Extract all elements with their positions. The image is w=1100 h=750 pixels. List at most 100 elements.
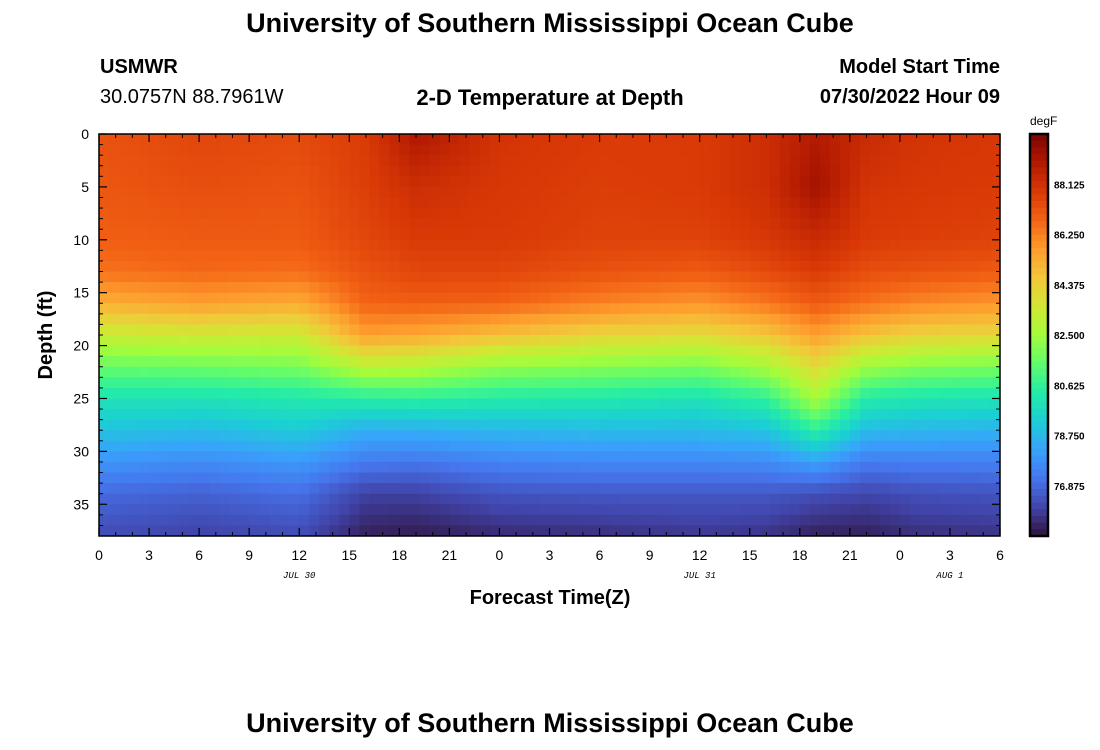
- heatmap-cell: [759, 514, 771, 527]
- heatmap-cell: [689, 218, 701, 230]
- heatmap-cell: [99, 409, 110, 421]
- heatmap-cell: [829, 155, 841, 167]
- heatmap-cell: [769, 345, 781, 357]
- heatmap-cell: [729, 493, 741, 505]
- heatmap-cell: [239, 260, 250, 273]
- heatmap-cell: [759, 313, 771, 326]
- heatmap-cell: [959, 186, 971, 199]
- heatmap-cell: [169, 165, 180, 177]
- heatmap-cell: [509, 313, 521, 326]
- heatmap-cell: [929, 229, 941, 241]
- heatmap-cell: [339, 208, 350, 220]
- heatmap-cell: [389, 461, 400, 474]
- heatmap-cell: [129, 239, 140, 251]
- heatmap-cell: [259, 366, 270, 378]
- heatmap-cell: [509, 461, 521, 474]
- heatmap-cell: [139, 377, 150, 389]
- heatmap-cell: [699, 504, 711, 516]
- heatmap-cell: [399, 461, 410, 474]
- heatmap-cell: [439, 419, 450, 431]
- heatmap-cell: [559, 186, 571, 199]
- heatmap-cell: [599, 430, 611, 442]
- heatmap-cell: [309, 134, 320, 146]
- heatmap-cell: [189, 303, 200, 315]
- heatmap-cell: [859, 335, 871, 347]
- heatmap-cell: [469, 377, 481, 389]
- heatmap-cell: [689, 197, 701, 209]
- heatmap-cell: [949, 525, 961, 536]
- heatmap-cell: [249, 483, 260, 495]
- heatmap-cell: [619, 409, 631, 421]
- heatmap-cell: [619, 239, 631, 251]
- heatmap-cell: [129, 461, 140, 474]
- heatmap-cell: [409, 292, 420, 304]
- heatmap-cell: [449, 409, 460, 421]
- heatmap-cell: [339, 165, 350, 177]
- heatmap-cell: [499, 387, 511, 400]
- heatmap-cell: [519, 483, 531, 495]
- heatmap-cell: [319, 250, 330, 262]
- heatmap-cell: [759, 144, 771, 156]
- heatmap-cell: [469, 218, 481, 230]
- heatmap-cell: [869, 525, 881, 536]
- heatmap-cell: [189, 176, 200, 188]
- heatmap-cell: [209, 472, 220, 484]
- heatmap-cell: [169, 504, 180, 516]
- heatmap-cell: [809, 134, 821, 146]
- heatmap-cell: [879, 271, 891, 283]
- heatmap-cell: [609, 398, 621, 410]
- heatmap-cell: [189, 430, 200, 442]
- heatmap-cell: [129, 451, 140, 463]
- heatmap-cell: [379, 218, 390, 230]
- heatmap-cell: [439, 504, 450, 516]
- heatmap-cell: [489, 176, 501, 188]
- heatmap-cell: [529, 239, 541, 251]
- heatmap-cell: [749, 282, 761, 294]
- heatmap-cell: [279, 250, 290, 262]
- heatmap-cell: [729, 387, 741, 400]
- heatmap-cell: [239, 155, 250, 167]
- heatmap-cell: [919, 451, 931, 463]
- heatmap-cell: [329, 335, 340, 347]
- heatmap-cell: [519, 345, 531, 357]
- heatmap-cell: [169, 229, 180, 241]
- heatmap-cell: [699, 303, 711, 315]
- heatmap-cell: [109, 239, 120, 251]
- heatmap-cell: [899, 440, 911, 452]
- heatmap-cell: [179, 493, 190, 505]
- heatmap-cell: [319, 430, 330, 442]
- heatmap-cell: [539, 176, 551, 188]
- heatmap-cell: [519, 155, 531, 167]
- heatmap-cell: [609, 303, 621, 315]
- heatmap-cell: [619, 271, 631, 283]
- heatmap-cell: [579, 419, 591, 431]
- heatmap-cell: [129, 186, 140, 199]
- heatmap-cell: [839, 409, 851, 421]
- heatmap-cell: [389, 493, 400, 505]
- heatmap-cell: [819, 239, 831, 251]
- heatmap-cell: [219, 419, 230, 431]
- heatmap-cell: [889, 345, 901, 357]
- heatmap-cell: [249, 451, 260, 463]
- heatmap-cell: [879, 472, 891, 484]
- heatmap-cell: [539, 197, 551, 209]
- heatmap-cell: [979, 493, 991, 505]
- heatmap-cell: [489, 525, 501, 536]
- heatmap-cell: [499, 366, 511, 378]
- heatmap-cell: [229, 525, 240, 536]
- heatmap-cell: [539, 525, 551, 536]
- heatmap-cell: [739, 366, 751, 378]
- heatmap-cell: [819, 483, 831, 495]
- heatmap-cell: [839, 451, 851, 463]
- heatmap-cell: [119, 525, 130, 536]
- heatmap-cell: [559, 335, 571, 347]
- heatmap-cell: [349, 229, 360, 241]
- heatmap-cell: [369, 229, 380, 241]
- heatmap-cell: [899, 303, 911, 315]
- heatmap-cell: [559, 504, 571, 516]
- heatmap-cell: [969, 335, 981, 347]
- heatmap-cell: [969, 345, 981, 357]
- heatmap-cell: [799, 514, 811, 527]
- heatmap-cell: [979, 229, 991, 241]
- heatmap-cell: [269, 440, 280, 452]
